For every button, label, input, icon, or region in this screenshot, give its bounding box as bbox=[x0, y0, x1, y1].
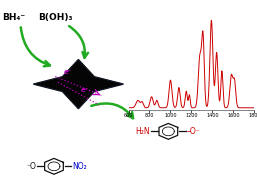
Text: B(OH)₃: B(OH)₃ bbox=[39, 12, 73, 22]
Text: e⁻: e⁻ bbox=[64, 69, 73, 75]
Polygon shape bbox=[33, 60, 123, 109]
Text: –O⁻: –O⁻ bbox=[186, 127, 200, 136]
Text: NO₂: NO₂ bbox=[72, 162, 87, 171]
Text: ⁻O: ⁻O bbox=[26, 162, 36, 171]
Text: e⁻: e⁻ bbox=[81, 87, 89, 93]
Text: BH₄⁻: BH₄⁻ bbox=[3, 12, 26, 22]
Text: H₂N: H₂N bbox=[136, 127, 150, 136]
Text: NH₂: NH₂ bbox=[151, 19, 165, 28]
Text: SH: SH bbox=[153, 55, 163, 64]
